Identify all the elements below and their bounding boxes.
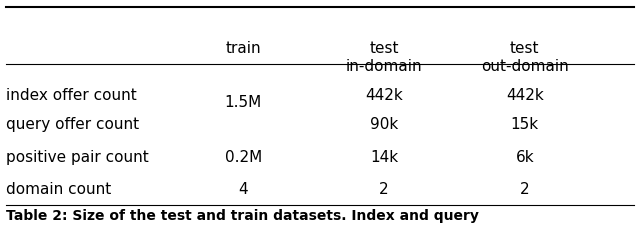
Text: test
in-domain: test in-domain	[346, 41, 422, 74]
Text: 2: 2	[520, 182, 530, 197]
Text: Table 2: Size of the test and train datasets. Index and query: Table 2: Size of the test and train data…	[6, 209, 479, 223]
Text: 4: 4	[238, 182, 248, 197]
Text: 15k: 15k	[511, 117, 539, 132]
Text: 1.5M: 1.5M	[225, 95, 262, 110]
Text: test
out-domain: test out-domain	[481, 41, 569, 74]
Text: 442k: 442k	[506, 88, 543, 103]
Text: 90k: 90k	[370, 117, 398, 132]
Text: 0.2M: 0.2M	[225, 150, 262, 165]
Text: 442k: 442k	[365, 88, 403, 103]
Text: 14k: 14k	[370, 150, 398, 165]
Text: train: train	[225, 41, 261, 56]
Text: domain count: domain count	[6, 182, 111, 197]
Text: 6k: 6k	[515, 150, 534, 165]
Text: 2: 2	[379, 182, 389, 197]
Text: query offer count: query offer count	[6, 117, 140, 132]
Text: index offer count: index offer count	[6, 88, 137, 103]
Text: positive pair count: positive pair count	[6, 150, 149, 165]
